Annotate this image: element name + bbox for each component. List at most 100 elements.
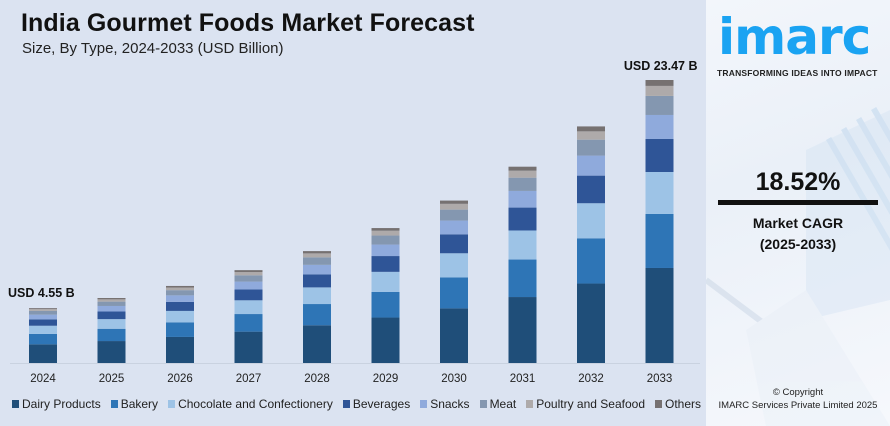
- brand-panel: imarc TRANSFORMING IDEAS INTO IMPACT 18.…: [706, 0, 890, 426]
- bar-segment-poultry-and-seafood-2029: [371, 230, 400, 236]
- x-tick-label: 2031: [510, 373, 536, 385]
- bar-segment-dairy-products-2028: [303, 325, 331, 363]
- bar-segment-poultry-and-seafood-2024: [29, 308, 57, 311]
- total-label-2033: USD 23.47 B: [624, 59, 698, 73]
- x-tick-label: 2029: [373, 373, 399, 385]
- x-tick-label: 2028: [304, 373, 330, 385]
- bar-segment-snacks-2032: [577, 155, 605, 176]
- x-tick-label: 2032: [578, 373, 604, 385]
- legend-swatch: [655, 400, 662, 408]
- bar-segment-dairy-products-2030: [440, 308, 468, 363]
- legend-label: Dairy Products: [22, 397, 101, 411]
- legend-item-others: Others: [655, 397, 701, 411]
- legend-swatch: [12, 400, 19, 408]
- bar-segment-meat-2026: [166, 290, 194, 296]
- bar-segment-snacks-2029: [371, 244, 400, 257]
- bar-segment-poultry-and-seafood-2027: [234, 272, 263, 276]
- bar-segment-meat-2032: [577, 139, 605, 156]
- bar-segment-meat-2031: [508, 177, 537, 191]
- chart-title: India Gourmet Foods Market Forecast: [21, 9, 475, 37]
- bar-segment-poultry-and-seafood-2026: [166, 287, 194, 291]
- bar-segment-dairy-products-2032: [577, 283, 605, 363]
- legend-label: Snacks: [430, 397, 470, 411]
- bar-segment-chocolate-and-confectionery-2033: [645, 172, 674, 214]
- bar-segment-snacks-2028: [303, 264, 331, 275]
- bar-segment-beverages-2031: [508, 207, 537, 231]
- bar-segment-dairy-products-2027: [234, 331, 263, 363]
- bar-segment-snacks-2025: [97, 305, 126, 312]
- bar-segment-beverages-2024: [29, 319, 57, 326]
- bar-segment-meat-2024: [29, 310, 57, 315]
- bar-segment-bakery-2024: [29, 333, 57, 345]
- legend-swatch: [526, 400, 534, 408]
- bar-segment-chocolate-and-confectionery-2024: [29, 325, 57, 334]
- bar-segment-chocolate-and-confectionery-2025: [97, 319, 126, 329]
- bar-segment-poultry-and-seafood-2025: [97, 299, 126, 302]
- imarc-logo: imarc: [718, 8, 871, 66]
- bar-segment-dairy-products-2031: [508, 297, 537, 363]
- bar-segment-beverages-2032: [577, 175, 605, 204]
- bar-segment-bakery-2026: [166, 322, 194, 337]
- bar-segment-chocolate-and-confectionery-2029: [371, 271, 400, 292]
- bar-segment-snacks-2026: [166, 295, 194, 302]
- legend-item-poultry-and-seafood: Poultry and Seafood: [526, 397, 645, 411]
- bar-segment-meat-2025: [97, 301, 126, 306]
- cagr-label: Market CAGR (2025-2033): [706, 213, 890, 255]
- bar-segment-chocolate-and-confectionery-2031: [508, 230, 537, 260]
- bar-segment-beverages-2029: [371, 256, 400, 272]
- bar-segment-chocolate-and-confectionery-2026: [166, 310, 194, 323]
- bar-segment-meat-2027: [234, 275, 263, 282]
- bar-segment-others-2033: [645, 80, 674, 86]
- legend-item-chocolate-and-confectionery: Chocolate and Confectionery: [168, 397, 333, 411]
- legend-item-beverages: Beverages: [342, 397, 411, 411]
- bar-segment-bakery-2030: [440, 277, 468, 309]
- cagr-label-title: Market CAGR: [752, 215, 844, 231]
- legend-label: Meat: [489, 397, 517, 411]
- x-tick-label: 2024: [30, 373, 56, 385]
- legend-label: Bakery: [120, 397, 159, 411]
- bar-segment-dairy-products-2033: [645, 267, 674, 363]
- bar-segment-bakery-2029: [371, 291, 400, 318]
- bar-segment-others-2026: [166, 285, 194, 288]
- bar-segment-beverages-2025: [97, 311, 126, 320]
- total-label-2024: USD 4.55 B: [8, 286, 75, 300]
- legend-swatch: [168, 400, 176, 408]
- bar-segment-meat-2030: [440, 209, 468, 221]
- bar-segment-dairy-products-2029: [371, 317, 400, 363]
- bar-segment-snacks-2030: [440, 220, 468, 235]
- bar-segment-bakery-2028: [303, 304, 331, 326]
- copyright-line1: © Copyright: [772, 387, 824, 398]
- bar-segment-dairy-products-2026: [166, 336, 194, 363]
- bar-segment-poultry-and-seafood-2031: [508, 170, 537, 178]
- legend-label: Beverages: [352, 397, 411, 411]
- legend-swatch: [479, 400, 487, 408]
- x-tick-label: 2030: [441, 373, 467, 385]
- legend-label: Poultry and Seafood: [536, 397, 645, 411]
- bar-segment-others-2029: [371, 228, 400, 231]
- chart-legend: Dairy Products Bakery Chocolate and Confec…: [12, 397, 711, 411]
- bar-segment-others-2031: [508, 166, 537, 171]
- bar-segment-meat-2033: [645, 95, 674, 115]
- legend-swatch: [110, 400, 118, 408]
- brand-tagline: TRANSFORMING IDEAS INTO IMPACT: [717, 68, 878, 78]
- bar-segment-beverages-2027: [234, 289, 263, 301]
- x-tick-label: 2026: [167, 373, 193, 385]
- bar-segment-chocolate-and-confectionery-2027: [234, 300, 263, 315]
- bar-segment-dairy-products-2025: [97, 341, 126, 363]
- legend-item-bakery: Bakery: [110, 397, 159, 411]
- bar-segment-others-2024: [29, 308, 57, 309]
- bar-segment-snacks-2031: [508, 190, 537, 208]
- legend-item-meat: Meat: [479, 397, 517, 411]
- bar-segment-poultry-and-seafood-2030: [440, 203, 468, 210]
- cagr-value: 18.52%: [755, 168, 841, 196]
- bar-segment-bakery-2033: [645, 213, 674, 268]
- bar-segment-others-2027: [234, 270, 263, 273]
- bar-segment-others-2030: [440, 200, 468, 204]
- x-tick-label: 2033: [647, 373, 673, 385]
- bar-segment-bakery-2025: [97, 328, 126, 342]
- bar-segment-poultry-and-seafood-2028: [303, 253, 331, 258]
- bar-segment-meat-2028: [303, 257, 331, 265]
- bar-segment-others-2025: [97, 298, 126, 300]
- bar-segment-others-2028: [303, 251, 331, 254]
- bar-segment-snacks-2027: [234, 281, 263, 290]
